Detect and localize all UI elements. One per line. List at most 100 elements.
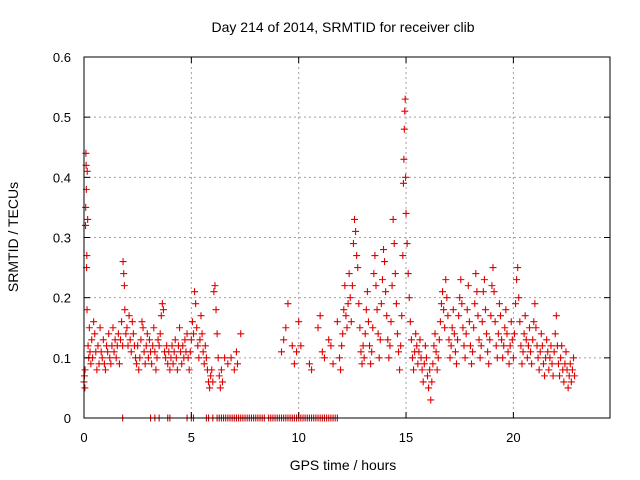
data-point — [85, 324, 93, 332]
data-point — [187, 336, 195, 344]
data-point — [489, 264, 497, 272]
data-point — [447, 342, 455, 350]
data-point — [487, 312, 495, 320]
data-point — [385, 354, 393, 362]
data-point — [501, 324, 509, 332]
data-point — [421, 342, 429, 350]
data-point — [373, 306, 381, 314]
data-point — [209, 378, 217, 386]
data-point — [338, 342, 346, 350]
data-point — [429, 360, 437, 368]
data-point — [191, 288, 199, 296]
data-point — [110, 348, 118, 356]
y-tick-label: 0.5 — [53, 110, 71, 125]
data-point — [148, 360, 156, 368]
data-point — [320, 354, 328, 362]
data-point — [527, 348, 535, 356]
data-point — [201, 342, 209, 350]
data-point — [497, 312, 505, 320]
data-point — [515, 294, 523, 302]
data-point — [155, 342, 163, 350]
data-point — [512, 300, 520, 308]
data-point — [154, 336, 162, 344]
data-point — [81, 366, 89, 374]
data-point — [535, 366, 543, 374]
data-point — [401, 107, 409, 115]
data-point — [360, 354, 368, 362]
data-point — [224, 360, 232, 368]
data-point — [342, 312, 350, 320]
data-point — [522, 336, 530, 344]
data-point — [202, 354, 210, 362]
data-point — [359, 342, 367, 350]
data-point — [520, 330, 528, 338]
data-point — [396, 366, 404, 374]
data-point — [144, 354, 152, 362]
data-point — [556, 372, 564, 380]
data-point — [172, 354, 180, 362]
data-point — [200, 360, 208, 368]
data-point — [349, 240, 357, 248]
data-point — [436, 318, 444, 326]
data-point — [318, 348, 326, 356]
data-point — [551, 330, 559, 338]
data-point — [189, 330, 197, 338]
data-point — [435, 336, 443, 344]
data-point — [352, 227, 360, 235]
data-point — [354, 264, 362, 272]
data-point — [198, 330, 206, 338]
data-point — [544, 348, 552, 356]
data-point — [531, 300, 539, 308]
data-point — [510, 330, 518, 338]
data-point — [568, 366, 576, 374]
data-point — [98, 354, 106, 362]
data-point — [207, 372, 215, 380]
data-point — [196, 336, 204, 344]
data-point — [188, 318, 196, 326]
data-point — [440, 306, 448, 314]
data-point — [415, 348, 423, 356]
data-point — [327, 342, 335, 350]
data-point — [443, 294, 451, 302]
data-point — [129, 330, 137, 338]
data-point — [528, 360, 536, 368]
data-point — [469, 348, 477, 356]
data-point — [234, 360, 242, 368]
data-point — [410, 366, 418, 374]
data-point — [109, 324, 117, 332]
data-point — [566, 360, 574, 368]
data-point — [478, 318, 486, 326]
data-point — [468, 360, 476, 368]
data-point — [340, 306, 348, 314]
data-point — [529, 336, 537, 344]
data-point — [120, 270, 128, 278]
data-point — [126, 336, 134, 344]
data-point — [384, 336, 392, 344]
data-point — [212, 306, 220, 314]
data-point — [335, 354, 343, 362]
data-point — [295, 318, 303, 326]
data-point — [387, 318, 395, 326]
data-point — [508, 336, 516, 344]
data-point — [426, 366, 434, 374]
data-point — [399, 252, 407, 260]
data-point — [221, 354, 229, 362]
data-point — [214, 354, 222, 362]
data-point — [477, 342, 485, 350]
axis-ticks — [83, 56, 610, 419]
data-point — [143, 330, 151, 338]
data-point — [488, 282, 496, 290]
data-point — [213, 330, 221, 338]
data-point — [379, 246, 387, 254]
data-point — [486, 336, 494, 344]
data-point — [227, 354, 235, 362]
data-point — [491, 318, 499, 326]
data-point — [280, 336, 288, 344]
data-point — [536, 348, 544, 356]
x-tick-labels: 0 5 10 15 20 — [80, 430, 520, 445]
data-point — [463, 306, 471, 314]
data-point — [571, 372, 579, 380]
data-point — [451, 348, 459, 356]
y-tick-label: 0.4 — [53, 170, 71, 185]
